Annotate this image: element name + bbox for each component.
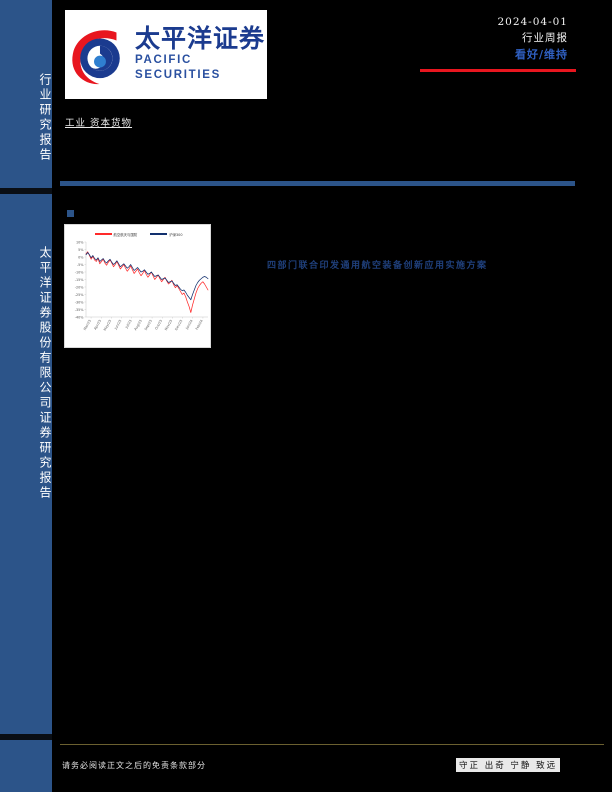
sidebar-label-research-report: 行业研究报告 [38,73,52,163]
svg-text:10%: 10% [76,240,84,244]
svg-text:-15%: -15% [75,278,85,282]
sector-label: 工业 资本货物 [65,118,133,129]
pacific-securities-logo-icon [72,29,120,84]
section-bullet-icon [67,210,74,217]
svg-text:Nov/23: Nov/23 [164,319,173,331]
svg-text:Sep/23: Sep/23 [144,319,153,331]
footer-divider [60,744,604,745]
svg-text:Oct/23: Oct/23 [154,319,163,331]
svg-text:Mar/23: Mar/23 [83,319,92,331]
report-type: 行业周报 [522,32,568,45]
sidebar-band-middle [0,194,52,734]
svg-text:5%: 5% [78,248,84,252]
rating-badge: 看好/维持 [514,47,568,61]
svg-text:0%: 0% [78,255,84,259]
sidebar-label-company-report: 太平洋证券股份有限公司证券研究报告 [38,245,52,501]
header-red-divider [420,69,576,72]
chart-legend: 航空航天与国防 沪深300 [65,228,212,240]
svg-text:Jan/24: Jan/24 [184,319,193,331]
legend-swatch-1 [150,233,168,235]
svg-text:-30%: -30% [75,300,85,304]
legend-item-1: 沪深300 [150,232,183,237]
sidebar-band-top [0,0,52,188]
footer-disclaimer: 请务必阅读正文之后的免责条款部分 [62,761,206,770]
header-blue-divider [60,181,575,186]
footer-slogan: 守正 出奇 宁静 致远 [456,758,561,772]
legend-swatch-0 [94,233,112,235]
svg-text:May/23: May/23 [103,319,113,332]
report-meta: 2024-04-01 行业周报 看好/维持 [497,14,568,63]
svg-text:-20%: -20% [75,285,85,289]
svg-text:Feb/24: Feb/24 [195,319,204,331]
svg-text:Apr/23: Apr/23 [93,319,102,331]
logo-text-en: PACIFIC SECURITIES [135,53,222,81]
svg-text:Dec/23: Dec/23 [174,319,183,331]
legend-label-0: 航空航天与国防 [113,232,138,237]
svg-text:-25%: -25% [75,293,85,297]
svg-text:-5%: -5% [77,263,84,267]
performance-chart: 航空航天与国防 沪深300 10% 5% 0% -5% -10% -15% -20% -25%… [64,224,211,348]
article-headline: 四部门联合印发通用航空装备创新应用实施方案 [267,261,488,271]
svg-text:Jun/23: Jun/23 [113,319,122,331]
svg-text:-40%: -40% [75,315,85,319]
page-body: 太平洋证券 PACIFIC SECURITIES 2024-04-01 行业周报… [52,0,612,792]
svg-text:-10%: -10% [75,270,85,274]
svg-text:Aug/23: Aug/23 [133,319,142,331]
left-sidebar: 行业研究报告 太平洋证券股份有限公司证券研究报告 [0,0,52,792]
legend-item-0: 航空航天与国防 [94,232,138,237]
logo-text-cn: 太平洋证券 [135,24,266,54]
report-date: 2024-04-01 [497,16,568,28]
svg-text:Jul/23: Jul/23 [124,319,133,330]
svg-text:-35%: -35% [75,308,85,312]
company-logo: 太平洋证券 PACIFIC SECURITIES [65,10,267,99]
sidebar-band-bottom [0,740,52,792]
legend-label-1: 沪深300 [169,232,183,237]
chart-plot-area: 10%5%0%-5%-10%-15%-20%-25%-30%-35%-40%Ma… [75,240,209,332]
